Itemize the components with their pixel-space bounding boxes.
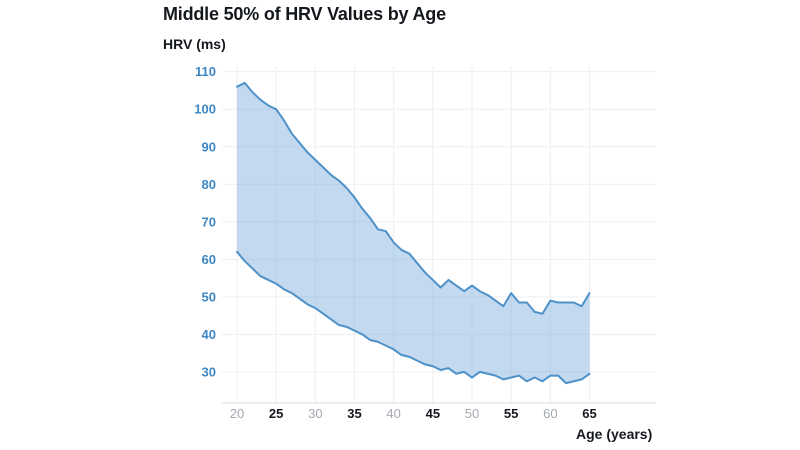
y-tick-label: 70 bbox=[202, 214, 216, 229]
y-tick-label: 100 bbox=[194, 102, 216, 117]
y-tick-label: 50 bbox=[202, 289, 216, 304]
chart-title: Middle 50% of HRV Values by Age bbox=[163, 4, 446, 24]
x-tick-label: 40 bbox=[386, 406, 400, 421]
x-tick-label: 50 bbox=[465, 406, 479, 421]
x-tick-label: 45 bbox=[426, 406, 440, 421]
y-tick-label: 30 bbox=[202, 364, 216, 379]
y-tick-label: 80 bbox=[202, 177, 216, 192]
y-tick-label: 110 bbox=[195, 64, 216, 79]
x-tick-label: 35 bbox=[347, 406, 361, 421]
x-tick-label: 65 bbox=[582, 406, 596, 421]
y-tick-label: 90 bbox=[202, 139, 216, 154]
x-axis-title: Age (years) bbox=[576, 426, 653, 442]
x-tick-label: 20 bbox=[230, 406, 244, 421]
y-tick-label: 60 bbox=[202, 252, 216, 267]
lower-bound-line bbox=[236, 250, 591, 385]
upper-bound-line bbox=[236, 81, 591, 315]
x-tick-label: 55 bbox=[504, 406, 518, 421]
y-axis-title: HRV (ms) bbox=[163, 36, 226, 52]
x-tick-label: 60 bbox=[543, 406, 557, 421]
y-tick-label: 40 bbox=[202, 327, 216, 342]
iqr-band bbox=[237, 82, 590, 384]
x-tick-label: 30 bbox=[308, 406, 322, 421]
x-tick-label: 25 bbox=[269, 406, 283, 421]
